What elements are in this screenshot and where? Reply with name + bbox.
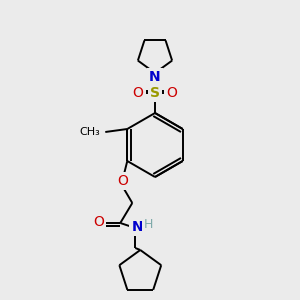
Text: O: O [93,215,104,229]
Text: CH₃: CH₃ [80,127,100,137]
Text: S: S [150,86,160,100]
Text: O: O [133,86,143,100]
Text: N: N [131,220,143,234]
Text: N: N [149,70,161,84]
Text: O: O [117,174,128,188]
Text: H: H [144,218,153,232]
Text: O: O [167,86,177,100]
